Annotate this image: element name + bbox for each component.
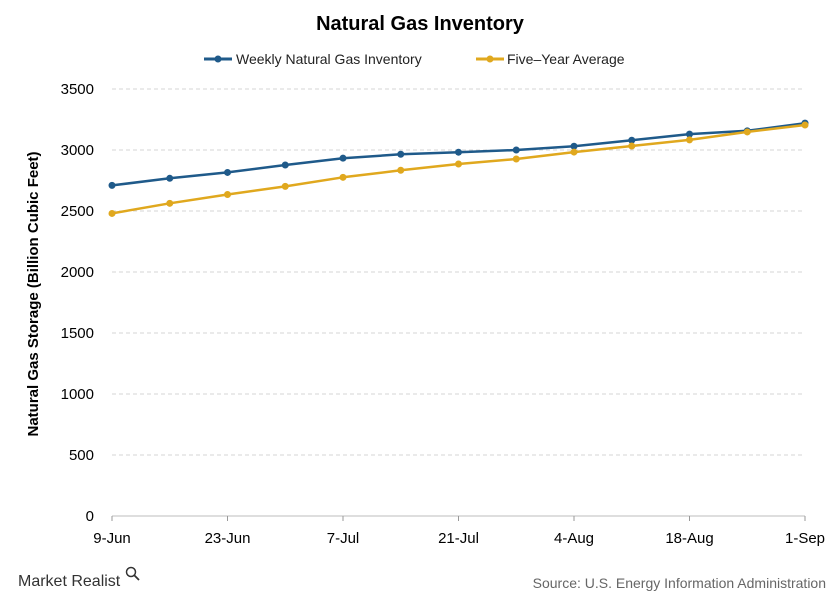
data-point-five-year-average: [166, 199, 174, 207]
data-point-weekly-inventory: [397, 150, 405, 158]
y-tick-label: 1500: [61, 325, 94, 342]
data-point-weekly-inventory: [686, 130, 693, 138]
data-point-five-year-average: [397, 166, 405, 174]
x-axis-ticks: 9-Jun 23-Jun 7-Jul 21-Jul 4-Aug 18-Aug 1-Sep: [93, 516, 825, 547]
legend-item-weekly-inventory: Weekly Natural Gas Inventory: [204, 51, 422, 67]
data-point-weekly-inventory: [224, 168, 231, 176]
source-note: Source: U.S. Energy Information Administ…: [533, 575, 826, 591]
brand-name: Market Realist: [18, 573, 121, 590]
data-point-five-year-average: [224, 191, 231, 199]
series-layer: [108, 119, 809, 217]
y-tick-label: 2000: [61, 264, 94, 281]
magnifier-icon: [125, 566, 140, 581]
x-tick-label: 23-Jun: [205, 530, 251, 547]
data-point-weekly-inventory: [455, 148, 462, 156]
series-line-five-year-average: [111, 123, 806, 215]
legend-marker-five-year-average: [486, 55, 494, 63]
data-point-weekly-inventory: [512, 146, 520, 154]
data-point-five-year-average: [686, 136, 693, 144]
y-tick-label: 3000: [61, 142, 94, 159]
y-axis-ticks: 0 500 1000 1500 2000 2500 3000 3500: [61, 81, 94, 525]
x-tick-label: 7-Jul: [327, 530, 360, 547]
data-point-five-year-average: [339, 173, 347, 181]
legend-item-five-year-average: Five–Year Average: [476, 51, 625, 67]
data-point-weekly-inventory: [628, 136, 636, 144]
gridlines: [112, 88, 805, 456]
x-tick-label: 9-Jun: [93, 530, 131, 547]
x-tick-label: 4-Aug: [554, 530, 594, 547]
y-tick-label: 1000: [61, 386, 94, 403]
y-axis-label: Natural Gas Storage (Billion Cubic Feet): [25, 151, 42, 436]
data-point-weekly-inventory: [108, 181, 116, 189]
data-point-five-year-average: [743, 128, 751, 136]
data-point-five-year-average: [455, 160, 462, 168]
data-point-weekly-inventory: [339, 154, 347, 162]
x-tick-label: 1-Sep: [785, 530, 825, 547]
data-point-five-year-average: [628, 142, 636, 150]
data-point-five-year-average: [281, 182, 289, 190]
brand-logo: Market Realist: [18, 566, 140, 590]
data-point-weekly-inventory: [281, 161, 289, 169]
x-tick-label: 21-Jul: [438, 530, 479, 547]
data-point-weekly-inventory: [166, 174, 174, 182]
legend-label-five-year-average: Five–Year Average: [507, 51, 625, 67]
data-point-five-year-average: [801, 121, 809, 129]
data-point-weekly-inventory: [570, 142, 578, 150]
y-tick-label: 3500: [61, 81, 94, 98]
y-tick-label: 2500: [61, 203, 94, 220]
legend: Weekly Natural Gas Inventory Five–Year A…: [204, 51, 625, 67]
y-tick-label: 500: [69, 447, 94, 464]
y-tick-label: 0: [86, 508, 94, 525]
x-tick-label: 18-Aug: [665, 530, 713, 547]
data-point-five-year-average: [108, 209, 116, 217]
chart-title: Natural Gas Inventory: [316, 13, 525, 35]
data-point-five-year-average: [512, 155, 520, 163]
data-point-five-year-average: [570, 148, 578, 156]
legend-label-weekly-inventory: Weekly Natural Gas Inventory: [236, 51, 422, 67]
legend-marker-weekly-inventory: [214, 55, 222, 63]
